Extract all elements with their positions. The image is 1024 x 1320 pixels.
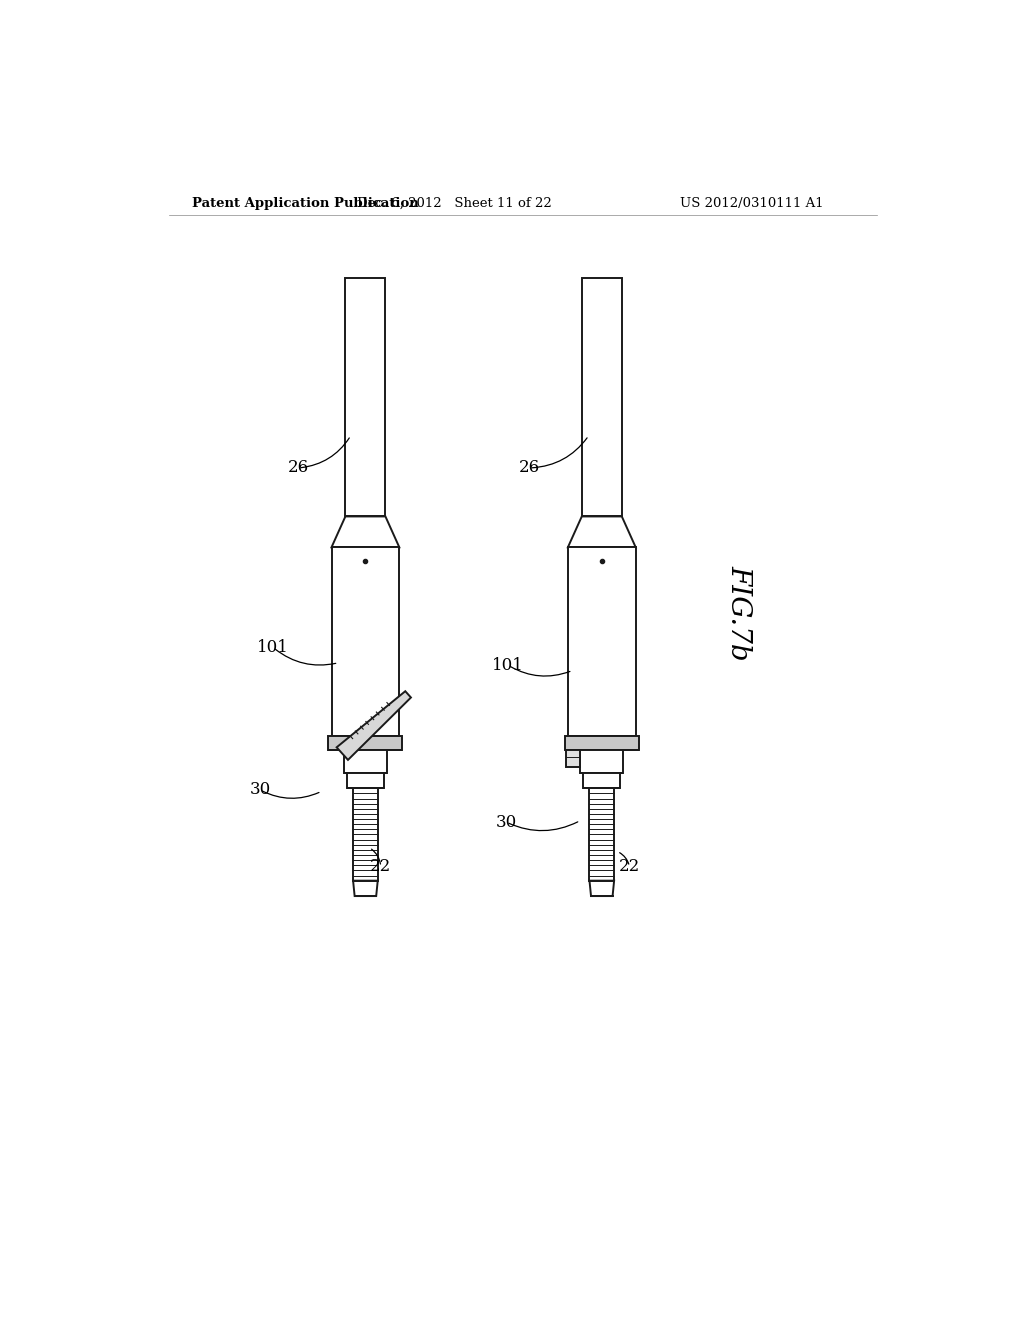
Text: US 2012/0310111 A1: US 2012/0310111 A1 <box>680 197 823 210</box>
Text: Dec. 6, 2012   Sheet 11 of 22: Dec. 6, 2012 Sheet 11 of 22 <box>356 197 551 210</box>
Bar <box>347 774 384 788</box>
Text: 22: 22 <box>618 858 640 875</box>
Text: Patent Application Publication: Patent Application Publication <box>193 197 419 210</box>
Text: 22: 22 <box>371 858 391 875</box>
Bar <box>329 737 402 750</box>
Bar <box>565 737 639 750</box>
Polygon shape <box>332 516 399 548</box>
Bar <box>332 548 399 737</box>
Polygon shape <box>337 692 411 760</box>
Bar <box>581 750 624 774</box>
Text: FIG.7b: FIG.7b <box>725 565 753 660</box>
Bar <box>582 277 622 516</box>
Polygon shape <box>590 880 614 896</box>
Bar <box>584 774 621 788</box>
Bar <box>568 548 636 737</box>
Text: 30: 30 <box>249 781 270 799</box>
Text: 30: 30 <box>496 813 517 830</box>
Polygon shape <box>353 880 378 896</box>
Text: 26: 26 <box>519 459 540 477</box>
Text: 26: 26 <box>288 459 309 477</box>
Polygon shape <box>566 750 581 767</box>
Text: 101: 101 <box>492 656 524 673</box>
Polygon shape <box>568 516 636 548</box>
Bar <box>344 750 387 774</box>
Bar <box>345 277 385 516</box>
Text: 101: 101 <box>257 639 289 656</box>
